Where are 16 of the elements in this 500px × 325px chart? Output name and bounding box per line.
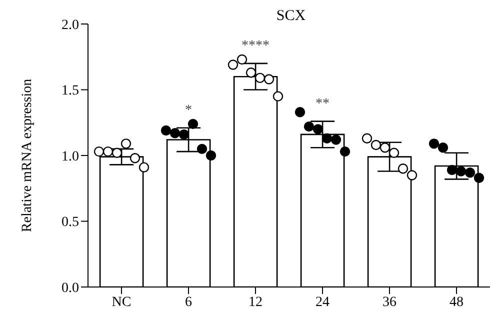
annotation: ** — [316, 96, 330, 112]
x-tick-label: 48 — [450, 294, 464, 310]
x-tick-label: NC — [112, 294, 132, 310]
x-tick-label: 12 — [248, 294, 262, 310]
y-tick-label: 0.5 — [62, 215, 79, 230]
x-tick-label: 24 — [316, 294, 330, 310]
annotation: * — [185, 102, 192, 118]
y-tick-label: 2.0 — [62, 18, 79, 33]
y-tick-label: 1.5 — [62, 84, 79, 99]
chart-title: SCX — [275, 8, 307, 25]
x-tick-label: 6 — [185, 294, 192, 310]
y-tick-label: 0.0 — [62, 280, 79, 296]
y-axis-title: Relative mRNA expression — [20, 78, 35, 232]
annotation: **** — [242, 38, 270, 54]
y-tick-label: 1.0 — [62, 149, 79, 164]
x-tick-label: 36 — [382, 294, 396, 310]
